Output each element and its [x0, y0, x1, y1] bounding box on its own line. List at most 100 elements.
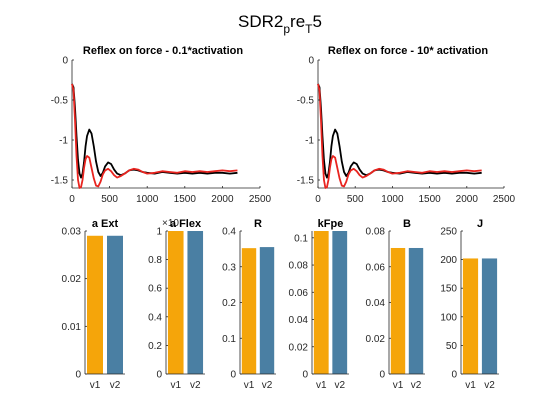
- x-tick-label: v2: [110, 380, 121, 391]
- y-tick-label: 0.02: [62, 274, 82, 285]
- x-tick-label: 2500: [249, 194, 272, 205]
- y-tick-label: 0.08: [366, 227, 386, 238]
- y-tick-label: 0.04: [289, 315, 309, 326]
- y-tick-label: 50: [446, 341, 458, 352]
- panel-title: kFpe: [318, 218, 344, 230]
- x-tick-label: 0: [315, 194, 321, 205]
- x-tick-label: v2: [411, 380, 422, 391]
- panel-title: a Flex: [170, 218, 202, 230]
- x-tick-label: v2: [190, 380, 201, 391]
- bar-v2: [332, 231, 348, 374]
- x-tick-label: 2000: [211, 194, 234, 205]
- panel-title: J: [477, 218, 483, 230]
- y-tick-label: 0.06: [289, 288, 309, 299]
- y-tick-label: 0: [230, 370, 236, 381]
- x-tick-label: v1: [316, 380, 327, 391]
- chart-panel-0: 0 500 1000 1500 2000 2500 0 -0.5 -1 -1.5 Reflex on…: [51, 45, 272, 205]
- x-tick-label: 500: [101, 194, 118, 205]
- chart-panel-5: v1 v2 0 0.02 0.04 0.06 0.08 0.1 kFpe: [289, 218, 349, 391]
- y-tick-label: 0.1: [222, 334, 236, 345]
- y-tick-label: 0.02: [366, 334, 386, 345]
- chart-panel-1: 0 500 1000 1500 2000 2500 0 -0.5 -1 -1.5 Reflex on…: [297, 45, 516, 205]
- y-tick-label: 0: [451, 370, 457, 381]
- y-tick-label: 0.02: [289, 342, 309, 353]
- panel-title: B: [403, 218, 411, 230]
- y-tick-label: 0.2: [148, 341, 162, 352]
- y-tick-label: 0.6: [148, 284, 162, 295]
- y-tick-label: 0.1: [294, 233, 308, 244]
- x-tick-label: 1500: [174, 194, 197, 205]
- chart-panel-6: v1 v2 0 0.02 0.04 0.06 0.08 B: [366, 218, 425, 391]
- figure-title-sub-p: p: [283, 22, 290, 36]
- bar-v2: [408, 247, 424, 374]
- y-tick-label: 1: [156, 227, 162, 238]
- x-tick-label: 500: [347, 194, 364, 205]
- x-tick-label: v1: [465, 380, 476, 391]
- x-tick-label: 0: [69, 194, 75, 205]
- exponent-label: ×10: [162, 218, 179, 229]
- figure-title-base: SDR2: [238, 12, 283, 31]
- y-tick-label: -0.5: [51, 96, 69, 107]
- bar-v1: [462, 258, 479, 374]
- chart-panel-3: v1 v2 0 0.2 0.4 0.6 0.8 1×10a Flex: [148, 218, 205, 391]
- series-line-0: [71, 83, 238, 179]
- x-tick-label: 2500: [493, 194, 516, 205]
- y-tick-label: 0: [62, 56, 68, 67]
- x-tick-label: 1500: [418, 194, 441, 205]
- y-tick-label: 0: [75, 370, 81, 381]
- y-tick-label: 0.01: [62, 322, 82, 333]
- chart-panel-2: v1 v2 0 0.01 0.02 0.03 a Ext: [62, 218, 125, 391]
- y-tick-label: -0.5: [297, 96, 315, 107]
- y-tick-label: 200: [440, 255, 457, 266]
- y-tick-label: -1.5: [297, 176, 315, 187]
- x-tick-label: v1: [393, 380, 404, 391]
- panel-title: Reflex on force - 10* activation: [328, 45, 488, 57]
- y-tick-label: 0.2: [222, 298, 236, 309]
- figure-title-end: 5: [313, 12, 322, 31]
- bar-v1: [167, 231, 184, 374]
- y-tick-label: -1: [59, 136, 68, 147]
- y-tick-label: 0: [308, 56, 314, 67]
- panel-title: a Ext: [92, 218, 119, 230]
- y-tick-label: 250: [440, 227, 457, 238]
- y-tick-label: 0.03: [62, 227, 82, 238]
- y-tick-label: 0: [379, 370, 385, 381]
- x-tick-label: 2000: [456, 194, 479, 205]
- y-tick-label: -1: [305, 136, 314, 147]
- panel-title: Reflex on force - 0.1*activation: [83, 45, 243, 57]
- y-tick-label: 0.06: [366, 262, 386, 273]
- chart-panel-4: v1 v2 0 0.1 0.2 0.3 0.4 R: [222, 218, 276, 391]
- panel-title: R: [254, 218, 262, 230]
- x-tick-label: 1000: [381, 194, 404, 205]
- chart-panel-7: v1 v2 0 50 100 150 200 250 J: [440, 218, 499, 391]
- figure-title: SDR2preT5: [238, 12, 322, 36]
- y-tick-label: 0.04: [366, 298, 386, 309]
- bar-v2: [259, 247, 275, 374]
- y-tick-label: 0.4: [222, 227, 236, 238]
- bar-v1: [87, 235, 103, 374]
- x-tick-label: v2: [334, 380, 345, 391]
- y-tick-label: -1.5: [51, 176, 69, 187]
- y-tick-label: 0.08: [289, 261, 309, 272]
- y-tick-label: 100: [440, 312, 457, 323]
- bar-v2: [481, 258, 498, 374]
- figure-title-sub-t: T: [305, 22, 313, 36]
- y-tick-label: 0.4: [148, 312, 162, 323]
- series-line-0: [317, 83, 482, 179]
- x-tick-label: v1: [244, 380, 255, 391]
- y-tick-label: 0.3: [222, 262, 236, 273]
- y-tick-label: 150: [440, 284, 457, 295]
- bar-v1: [313, 231, 329, 374]
- series-line-1: [317, 83, 482, 189]
- series-line-1: [71, 83, 238, 189]
- y-tick-label: 0: [156, 370, 162, 381]
- x-tick-label: v1: [90, 380, 101, 391]
- x-tick-label: 1000: [136, 194, 159, 205]
- x-tick-label: v2: [262, 380, 273, 391]
- bar-v1: [390, 247, 406, 374]
- y-tick-label: 0: [302, 370, 308, 381]
- x-tick-label: v1: [170, 380, 181, 391]
- y-tick-label: 0.8: [148, 255, 162, 266]
- x-tick-label: v2: [484, 380, 495, 391]
